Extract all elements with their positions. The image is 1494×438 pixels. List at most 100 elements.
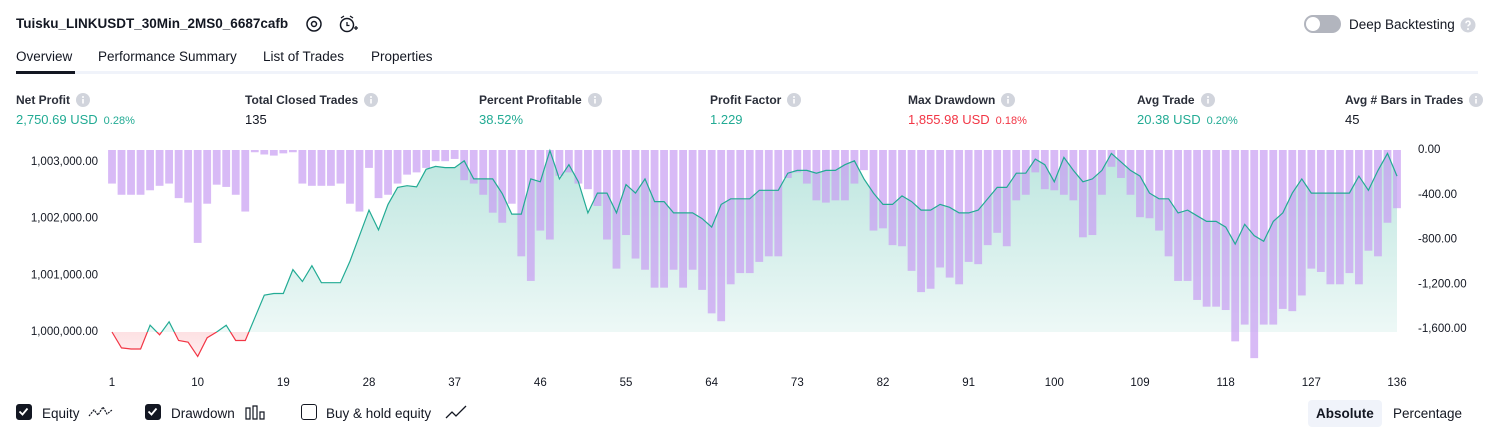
drawdown-bar — [374, 150, 383, 199]
drawdown-bar — [983, 150, 992, 246]
drawdown-bar — [1078, 150, 1087, 238]
drawdown-bar — [555, 150, 564, 176]
metric-label-text: Net Profit — [16, 93, 70, 107]
drawdown-bar — [1326, 150, 1335, 285]
metric-value-text: 1,855.98 USD — [908, 112, 990, 127]
drawdown-bar — [317, 150, 326, 186]
help-icon[interactable] — [1460, 17, 1476, 33]
metric-label-text: Avg # Bars in Trades — [1345, 93, 1464, 107]
drawdown-bar — [783, 150, 792, 178]
tab[interactable]: Overview — [16, 49, 73, 64]
drawdown-bar — [365, 150, 373, 168]
drawdown-bar — [507, 150, 516, 204]
drawdown-bar — [450, 150, 459, 159]
drawdown-bar — [1383, 150, 1392, 223]
y2-tick-label: 0.00 — [1418, 144, 1440, 156]
info-icon[interactable] — [76, 93, 90, 107]
equity-checkbox[interactable] — [16, 404, 32, 420]
alert-icon[interactable] — [337, 13, 359, 35]
drawdown-bar — [1107, 150, 1116, 167]
settings-icon[interactable] — [304, 14, 324, 34]
drawdown-bar — [793, 150, 802, 173]
drawdown-bar — [146, 150, 154, 191]
drawdown-bar — [1374, 150, 1382, 257]
drawdown-bar — [526, 150, 535, 281]
drawdown-bar — [117, 150, 126, 195]
drawdown-bar — [298, 150, 307, 184]
chart: 1,000,000.00 1,001,000.00 1,002,000.00 1,00… — [31, 144, 1467, 389]
drawdown-bar — [1031, 150, 1040, 173]
x-tick-label: 109 — [1130, 377, 1149, 389]
metric-value: 135 — [245, 112, 267, 127]
mode-button[interactable]: Percentage — [1393, 406, 1463, 421]
drawdown-bar — [1126, 150, 1135, 195]
drawdown-bar — [1259, 150, 1268, 325]
x-tick-label: 37 — [448, 377, 461, 389]
drawdown-bar — [127, 150, 135, 195]
buy-hold-checkbox[interactable] — [301, 404, 317, 420]
drawdown-bar — [802, 150, 811, 184]
drawdown-bar — [222, 150, 231, 187]
drawdown-bar — [755, 150, 764, 262]
x-tick-label: 82 — [877, 377, 890, 389]
metric-value: 38.52% — [479, 112, 523, 127]
drawdown-bar — [974, 150, 983, 265]
drawdown-bar — [1345, 150, 1354, 274]
drawdown-bar — [441, 150, 450, 162]
drawdown-bar — [1012, 150, 1021, 201]
drawdown-bar — [174, 150, 183, 199]
info-icon[interactable] — [787, 93, 802, 107]
drawdown-bar — [1307, 150, 1316, 269]
tab[interactable]: Performance Summary — [98, 49, 237, 64]
drawdown-bar — [1202, 150, 1211, 307]
drawdown-bar — [564, 150, 573, 173]
metric-label: Max Drawdown — [908, 93, 1016, 107]
drawdown-bar — [707, 150, 716, 314]
drawdown-bar — [869, 150, 878, 231]
drawdown-bar — [831, 150, 840, 201]
metric-value-text: 20.38 USD — [1137, 112, 1201, 127]
info-icon[interactable] — [1469, 93, 1484, 107]
drawdown-bar — [203, 150, 212, 204]
drawdown-bar — [1393, 150, 1401, 209]
y2-tick-label: -1,600.00 — [1418, 323, 1467, 335]
y-tick-label: 1,002,000.00 — [31, 213, 98, 225]
drawdown-bar — [1278, 150, 1287, 309]
drawdown-checkbox[interactable] — [145, 404, 161, 420]
drawdown-bar — [736, 150, 745, 274]
drawdown-bar — [422, 150, 431, 168]
drawdown-bar — [336, 150, 345, 184]
metric-label-text: Percent Profitable — [479, 93, 582, 107]
tab[interactable]: Properties — [371, 49, 433, 64]
drawdown-bar — [612, 150, 621, 269]
drawdown-bar — [108, 150, 116, 184]
x-tick-label: 100 — [1045, 377, 1064, 389]
drawdown-bar — [260, 150, 269, 155]
tab[interactable]: List of Trades — [263, 49, 345, 64]
drawdown-bar — [1297, 150, 1306, 296]
metric-percent: 0.20% — [1206, 115, 1238, 127]
drawdown-bar — [879, 150, 887, 229]
metric-value: 20.38 USD 0.20% — [1137, 112, 1238, 127]
info-icon[interactable] — [587, 93, 602, 107]
drawdown-bar — [431, 150, 440, 162]
info-icon[interactable] — [1001, 93, 1016, 107]
drawdown-bar — [288, 150, 297, 153]
metric-value: 45 — [1345, 112, 1359, 127]
drawdown-bar — [993, 150, 1002, 233]
x-tick-label: 19 — [277, 377, 290, 389]
drawdown-bar — [355, 150, 364, 212]
drawdown-bar — [479, 150, 488, 195]
y-tick-label: 1,000,000.00 — [31, 326, 98, 338]
drawdown-bar — [1355, 150, 1363, 285]
deep-backtesting-label: Deep Backtesting — [1349, 17, 1455, 32]
mode-button[interactable]: Absolute — [1308, 400, 1382, 427]
active-tab-underline — [16, 71, 75, 74]
y2-tick-label: -400.00 — [1418, 189, 1457, 201]
x-tick-label: 73 — [791, 377, 804, 389]
info-icon[interactable] — [1200, 93, 1215, 107]
info-icon[interactable] — [364, 93, 379, 107]
metric-value-text: 2,750.69 USD — [16, 112, 98, 127]
deep-backtesting-toggle[interactable] — [1304, 15, 1341, 33]
drawdown-bar — [1174, 150, 1182, 281]
